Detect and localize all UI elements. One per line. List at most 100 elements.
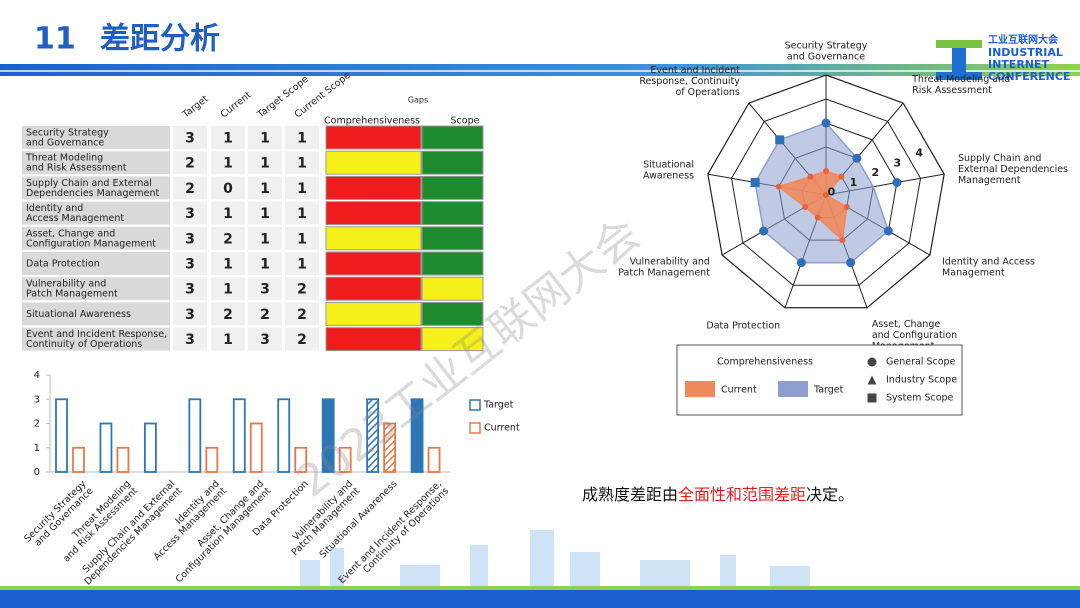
r-tick-label: 3 [893, 156, 901, 169]
bar [338, 446, 352, 473]
building [400, 565, 440, 590]
value-cell-text: 1 [260, 231, 270, 247]
marker [892, 177, 902, 187]
bar [116, 446, 130, 473]
value-cell-text: 0 [223, 181, 233, 197]
logo-shape [952, 48, 966, 72]
logo-cn: 工业互联网大会 [988, 33, 1058, 46]
gap-cell [325, 251, 422, 276]
value-cell [211, 277, 245, 301]
bar [72, 446, 85, 473]
row-label-cell [22, 201, 170, 225]
radar-point [807, 173, 814, 180]
axis-label: Supply Chain and External Dependencies Man… [958, 153, 1068, 186]
logo-shape [936, 72, 982, 80]
axis-label: Situational Awareness [643, 159, 694, 181]
axis-label: Vulnerability and Patch Management [618, 256, 710, 278]
marker [883, 226, 893, 236]
building [330, 548, 344, 590]
bar [143, 422, 157, 473]
gap-cell [421, 301, 484, 326]
building [300, 560, 320, 590]
value-cell-text: 1 [297, 156, 307, 172]
value-cell [285, 252, 319, 275]
marker [867, 375, 877, 385]
legend-label: System Scope [886, 393, 954, 404]
value-cell [211, 327, 245, 351]
value-cell-text: 2 [185, 156, 195, 172]
building [470, 545, 488, 590]
value-cell-text: 3 [185, 332, 195, 348]
value-cell [211, 201, 245, 225]
row-label: Threat Modeling and Risk Assessment [25, 152, 127, 173]
value-cell [173, 252, 207, 275]
axis-label: Event and Incident Response, Continuity of… [639, 64, 740, 97]
bar [321, 398, 335, 473]
legend-title: Comprehensiveness [717, 357, 813, 368]
legend-label: Current [721, 385, 757, 396]
building [570, 552, 600, 590]
marker [867, 393, 877, 403]
axis-label: Threat Modeling and Risk Assessment [911, 74, 1010, 96]
building [530, 530, 554, 590]
footer-band [0, 590, 1080, 608]
value-cell-text: 1 [223, 332, 233, 348]
value-cell-text: 3 [260, 332, 270, 348]
value-cell [248, 226, 282, 250]
legend-label: Industry Scope [886, 375, 957, 386]
gap-cell [421, 150, 484, 175]
value-cell-text: 3 [185, 307, 195, 323]
bar [427, 446, 441, 473]
legend-label: Current [484, 423, 520, 434]
value-cell [211, 176, 245, 200]
value-cell-text: 2 [185, 181, 195, 197]
y-tick-label: 4 [34, 370, 40, 381]
row-label: Vulnerability and Patch Management [26, 278, 118, 299]
value-cell-text: 1 [260, 206, 270, 222]
value-cell-text: 1 [297, 257, 307, 273]
value-cell [285, 302, 319, 326]
value-cell-text: 3 [260, 282, 270, 298]
value-cell [173, 151, 207, 175]
value-cell [248, 277, 282, 301]
value-cell [248, 176, 282, 200]
legend-label: Target [483, 400, 514, 411]
radar-point [839, 237, 846, 244]
gap-cell [421, 251, 484, 276]
value-cell [285, 126, 319, 149]
radar-point [775, 183, 782, 190]
skyline [300, 530, 810, 590]
axis-label: Data Protection [706, 320, 780, 331]
value-cell-text: 1 [223, 131, 233, 147]
bar [188, 398, 202, 473]
value-cell-text: 1 [297, 231, 307, 247]
bar [410, 398, 424, 473]
value-cell [248, 327, 282, 351]
bar [366, 398, 380, 473]
value-cell [173, 302, 207, 326]
value-cell-text: 1 [260, 156, 270, 172]
gap-cell [325, 301, 422, 326]
building [720, 555, 736, 590]
gap-cell [421, 327, 484, 352]
slide-number: 11 [34, 22, 76, 57]
value-cell-text: 3 [185, 206, 195, 222]
caption: 成熟度差距由全面性和范围差距决定。 [582, 485, 854, 504]
value-cell-text: 2 [297, 332, 307, 348]
value-cell-text: 1 [223, 206, 233, 222]
building [640, 560, 690, 590]
value-cell [173, 277, 207, 301]
logo-en: INTERNET [988, 58, 1050, 71]
legend-swatch [778, 381, 808, 397]
value-cell [285, 277, 319, 301]
value-cell [248, 126, 282, 149]
gap-cell [421, 276, 484, 301]
radar-point [843, 204, 850, 210]
y-tick-label: 1 [34, 443, 40, 454]
row-label: Situational Awareness [26, 308, 131, 319]
radar-point [802, 204, 809, 210]
marker [846, 258, 856, 268]
value-cell-text: 2 [260, 307, 270, 323]
gap-cell [421, 175, 484, 200]
row-label-cell [22, 226, 170, 250]
